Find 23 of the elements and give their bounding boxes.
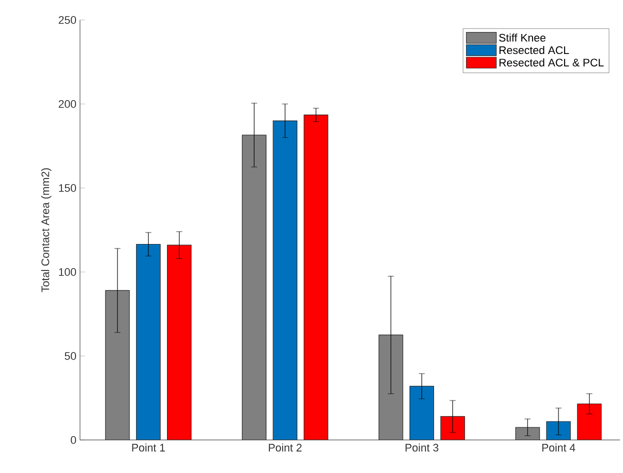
legend-label: Stiff Knee bbox=[499, 34, 546, 42]
bar bbox=[577, 404, 602, 440]
bar bbox=[515, 427, 540, 440]
bar bbox=[410, 386, 434, 440]
bar bbox=[272, 120, 298, 440]
bar bbox=[136, 244, 161, 440]
y-axis-title: Total Contact Area (mm2) bbox=[41, 168, 52, 292]
legend-label: Resected ACL & PCL bbox=[500, 58, 604, 66]
legend-label: Resected ACL bbox=[500, 46, 569, 54]
bar bbox=[105, 290, 130, 440]
bar bbox=[242, 134, 266, 440]
bar bbox=[304, 114, 328, 440]
x-tick-label: Point 1 bbox=[132, 444, 165, 452]
y-tick-label: 150 bbox=[59, 184, 76, 192]
x-tick-label: Point 4 bbox=[542, 444, 576, 452]
x-tick-label: Point 2 bbox=[268, 444, 302, 452]
y-tick-label: 100 bbox=[59, 268, 76, 276]
y-tick-label: 200 bbox=[58, 100, 76, 108]
y-tick-label: 0 bbox=[70, 436, 76, 444]
y-tick-label: 50 bbox=[64, 352, 76, 360]
bar bbox=[166, 244, 192, 440]
x-tick-label: Point 3 bbox=[406, 444, 438, 452]
y-tick-label: 250 bbox=[58, 16, 76, 24]
